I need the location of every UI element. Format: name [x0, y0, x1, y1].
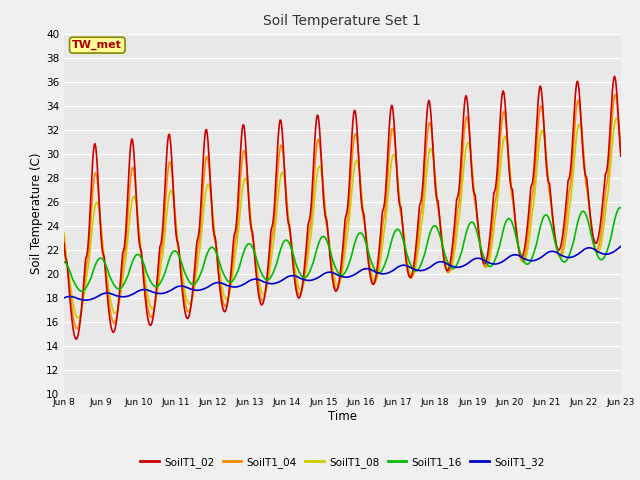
- Text: TW_met: TW_met: [72, 40, 122, 50]
- X-axis label: Time: Time: [328, 410, 357, 423]
- Y-axis label: Soil Temperature (C): Soil Temperature (C): [30, 153, 43, 275]
- Title: Soil Temperature Set 1: Soil Temperature Set 1: [264, 14, 421, 28]
- Legend: SoilT1_02, SoilT1_04, SoilT1_08, SoilT1_16, SoilT1_32: SoilT1_02, SoilT1_04, SoilT1_08, SoilT1_…: [136, 453, 549, 472]
